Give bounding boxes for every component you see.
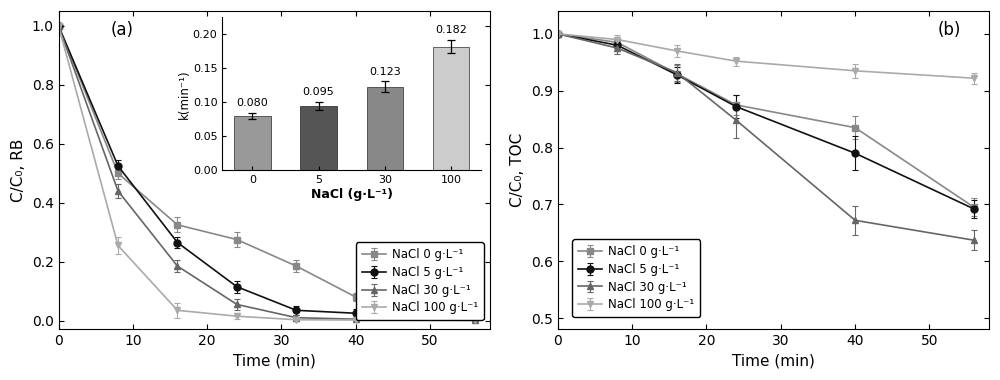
X-axis label: Time (min): Time (min)	[732, 354, 815, 369]
Legend: NaCl 0 g·L⁻¹, NaCl 5 g·L⁻¹, NaCl 30 g·L⁻¹, NaCl 100 g·L⁻¹: NaCl 0 g·L⁻¹, NaCl 5 g·L⁻¹, NaCl 30 g·L⁻…	[572, 239, 700, 317]
Text: (a): (a)	[110, 21, 133, 39]
Legend: NaCl 0 g·L⁻¹, NaCl 5 g·L⁻¹, NaCl 30 g·L⁻¹, NaCl 100 g·L⁻¹: NaCl 0 g·L⁻¹, NaCl 5 g·L⁻¹, NaCl 30 g·L⁻…	[356, 242, 484, 320]
Y-axis label: C/C₀, RB: C/C₀, RB	[11, 139, 26, 202]
Y-axis label: C/C₀, TOC: C/C₀, TOC	[510, 133, 525, 207]
X-axis label: Time (min): Time (min)	[233, 354, 315, 369]
Text: (b): (b)	[937, 21, 961, 39]
